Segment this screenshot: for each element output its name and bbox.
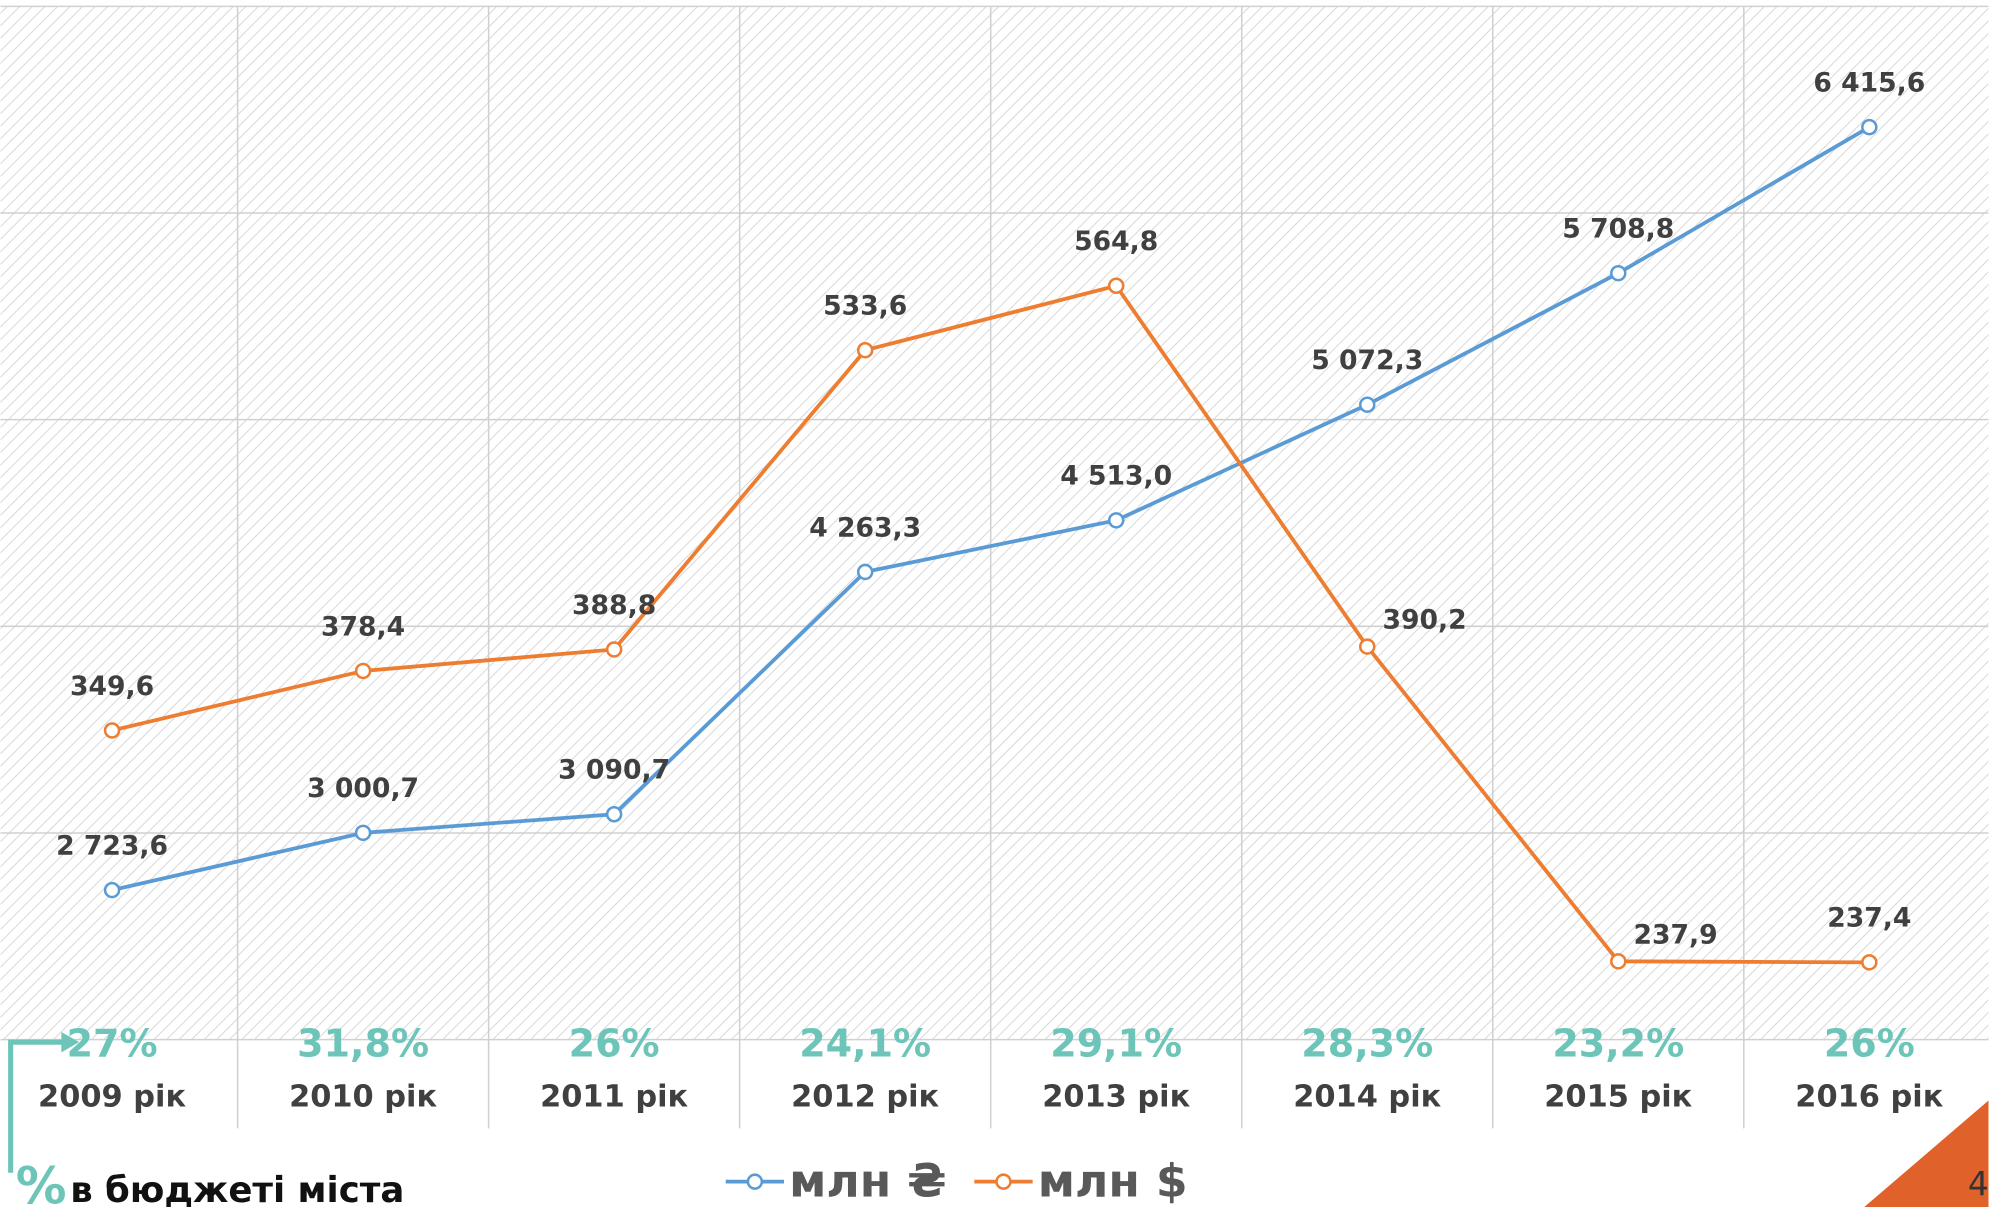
share-label: 28,3% bbox=[1301, 1021, 1433, 1065]
share-label: 26% bbox=[569, 1021, 660, 1065]
share-label: 23,2% bbox=[1552, 1021, 1684, 1065]
data-point bbox=[856, 563, 874, 581]
legend-label: млн $ bbox=[1038, 1155, 1188, 1207]
legend-label: млн ₴ bbox=[789, 1155, 946, 1207]
bracket bbox=[8, 1039, 64, 1173]
x-tick-label: 2013 рік bbox=[1042, 1079, 1190, 1114]
plot-background bbox=[0, 6, 1989, 1040]
data-point bbox=[1610, 264, 1627, 282]
data-label: 2 723,6 bbox=[56, 830, 168, 861]
data-point bbox=[103, 722, 121, 739]
data-point bbox=[856, 341, 874, 359]
x-tick-label: 2011 рік bbox=[540, 1079, 688, 1114]
series-line bbox=[111, 283, 1870, 965]
data-point bbox=[605, 641, 623, 658]
data-label: 4 513,0 bbox=[1060, 461, 1172, 492]
page-number: 4 bbox=[1968, 1164, 1989, 1203]
share-label: 24,1% bbox=[799, 1021, 931, 1065]
share-symbol: % bbox=[16, 1156, 67, 1207]
share-label: 26% bbox=[1824, 1021, 1915, 1065]
data-label: 349,6 bbox=[70, 671, 154, 702]
data-label: 378,4 bbox=[321, 611, 405, 642]
x-tick-label: 2014 рік bbox=[1293, 1079, 1441, 1114]
share-label: 31,8% bbox=[297, 1021, 429, 1065]
data-label: 237,4 bbox=[1827, 903, 1911, 934]
data-label: 388,8 bbox=[572, 590, 656, 621]
share-label: 27% bbox=[67, 1021, 158, 1065]
arrow-head bbox=[61, 1032, 80, 1053]
data-point bbox=[1107, 512, 1125, 529]
data-point bbox=[1359, 638, 1376, 655]
data-label: 5 072,3 bbox=[1311, 345, 1423, 376]
data-point bbox=[354, 824, 372, 842]
data-label: 533,6 bbox=[823, 291, 907, 322]
data-point bbox=[354, 662, 372, 680]
data-point bbox=[103, 881, 121, 899]
data-point bbox=[1861, 954, 1878, 971]
data-label: 3 090,7 bbox=[558, 755, 670, 786]
x-tick-label: 2009 рік bbox=[38, 1079, 186, 1114]
x-tick-label: 2012 рік bbox=[791, 1079, 939, 1114]
data-point bbox=[605, 805, 623, 823]
legend-marker bbox=[746, 1173, 764, 1190]
data-point bbox=[1861, 118, 1878, 136]
data-label: 5 708,8 bbox=[1562, 214, 1674, 245]
data-point bbox=[1610, 953, 1627, 970]
x-tick-label: 2016 рік bbox=[1795, 1079, 1943, 1114]
data-label: 237,9 bbox=[1634, 919, 1718, 950]
data-point bbox=[1359, 396, 1376, 413]
data-label: 4 263,3 bbox=[809, 512, 921, 543]
x-tick-label: 2015 рік bbox=[1544, 1079, 1692, 1114]
share-label: 29,1% bbox=[1050, 1021, 1182, 1065]
data-point bbox=[1107, 277, 1125, 294]
share-caption: в бюджеті міста bbox=[70, 1170, 404, 1207]
data-label: 564,8 bbox=[1074, 226, 1158, 257]
data-label: 390,2 bbox=[1382, 605, 1466, 636]
series-line bbox=[111, 125, 1871, 892]
data-label: 6 415,6 bbox=[1813, 68, 1925, 99]
grid bbox=[0, 5, 1989, 1129]
legend-marker bbox=[995, 1173, 1012, 1190]
corner-decoration bbox=[1864, 1100, 1989, 1207]
data-label: 3 000,7 bbox=[307, 773, 419, 804]
x-tick-label: 2010 рік bbox=[289, 1079, 437, 1114]
